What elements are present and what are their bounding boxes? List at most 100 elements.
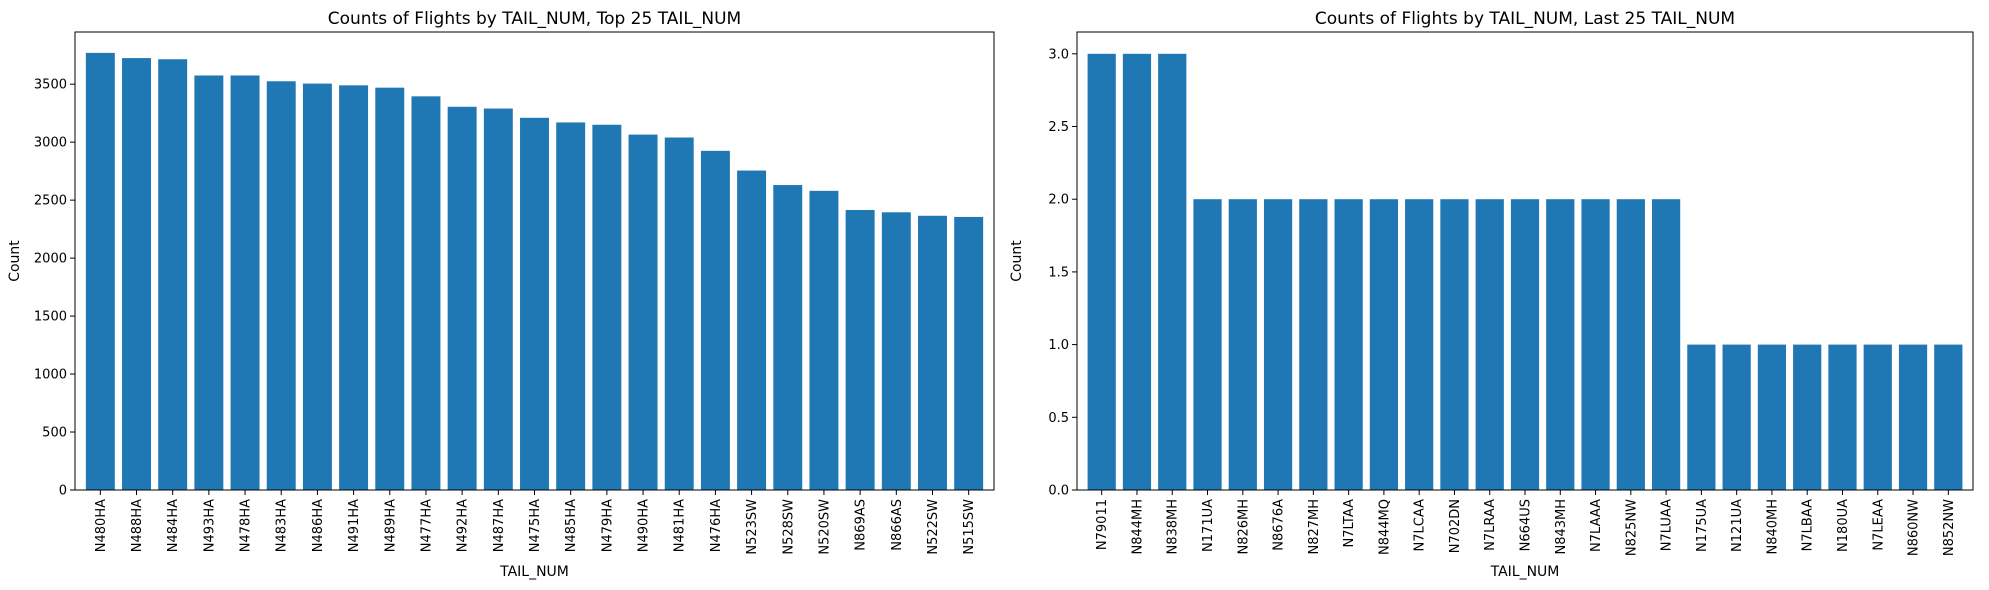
x-tick-label: N522SW (926, 499, 941, 555)
x-tick-label: N838MH (1166, 499, 1181, 555)
x-tick-label: N479HA (600, 499, 615, 552)
x-tick-label: N477HA (419, 499, 434, 552)
bar-N702DN (1440, 199, 1469, 490)
chart-top-25: 0 500 1000 1500 2000 2500 3000 3500 N480HA N488HA… (7, 9, 995, 580)
bar-N866AS (881, 212, 911, 490)
bar-N477HA (411, 96, 441, 490)
x-tick-label: N8676A (1272, 499, 1287, 551)
x-tick-label: N515SW (962, 499, 977, 555)
x-tick-label: N491HA (347, 499, 362, 552)
x-tick-label: N825NW (1624, 499, 1639, 556)
x-tick-label: N121UA (1730, 499, 1745, 552)
bar-N8676A (1263, 199, 1293, 490)
x-tick-label: N7LCAA (1413, 499, 1428, 552)
bar-N869AS (845, 209, 875, 490)
x-tick-label: N478HA (239, 499, 254, 552)
x-tick-label: N866AS (890, 499, 905, 551)
y-tick-label: 2000 (34, 252, 67, 267)
bar-N664US (1510, 199, 1540, 490)
x-tick-label: N481HA (673, 499, 688, 552)
bar-N121UA (1722, 344, 1751, 490)
x-tick-label: N79011 (1095, 499, 1110, 550)
bar-N844MH (1122, 53, 1152, 491)
y-tick-label: 2.0 (1048, 193, 1069, 208)
y-tick-label: 3000 (34, 136, 67, 151)
x-tick-label: N486HA (311, 499, 326, 552)
y-tick-label: 0 (59, 484, 67, 499)
y-tick-label: 1.0 (1048, 338, 1069, 353)
bar-N515SW (954, 216, 984, 490)
bar-N489HA (375, 87, 405, 490)
chart-title: Counts of Flights by TAIL_NUM, Top 25 TA… (328, 9, 741, 29)
x-tick-label: N171UA (1201, 499, 1216, 552)
y-tick-label: 500 (42, 426, 67, 441)
x-tick-label: N664US (1519, 499, 1534, 551)
x-tick-label: N7LAAA (1589, 499, 1604, 552)
x-tick-label: N844MQ (1377, 499, 1392, 555)
bar-N488HA (122, 58, 151, 490)
bar-N479HA (592, 124, 622, 490)
x-tick-label: N480HA (94, 499, 109, 552)
x-tick-label: N490HA (637, 499, 652, 552)
y-tick-label: 1.5 (1048, 265, 1069, 280)
bar-N480HA (85, 52, 115, 491)
x-tick-label: N827MH (1307, 499, 1322, 555)
x-tick-label: N843MH (1554, 499, 1569, 555)
x-tick-label: N475HA (528, 499, 543, 552)
bar-N528SW (773, 185, 803, 490)
x-tick-label: N476HA (709, 499, 724, 552)
x-tick-label: N180UA (1836, 499, 1851, 552)
x-tick-label: N175UA (1695, 499, 1710, 552)
bar-N175UA (1687, 344, 1716, 490)
x-tick-label: N7LBAA (1801, 499, 1816, 551)
bar-N7LCAA (1405, 199, 1434, 490)
bar-N492HA (447, 106, 477, 490)
x-tick-label: N485HA (564, 499, 579, 552)
x-tick-label: N860NW (1907, 499, 1922, 556)
x-tick-label: N844MH (1130, 499, 1145, 555)
y-tick-label: 0.0 (1048, 484, 1069, 499)
bar-N485HA (556, 122, 586, 491)
bar-N520SW (809, 190, 839, 490)
x-tick-label: N869AS (854, 499, 869, 551)
bar-N491HA (339, 85, 369, 491)
bar-N844MQ (1369, 199, 1399, 490)
bar-N7LTAA (1334, 199, 1363, 490)
bar-N487HA (483, 108, 513, 490)
bar-N7LRAA (1475, 199, 1504, 490)
y-tick-label: 1500 (34, 310, 67, 325)
bar-N860NW (1898, 344, 1928, 490)
bar-N522SW (918, 215, 947, 491)
bar-N490HA (628, 134, 658, 491)
bar-N180UA (1828, 344, 1857, 490)
bar-N826MH (1228, 199, 1257, 490)
y-tick-label: 2.5 (1048, 120, 1069, 135)
y-tick-label: 3500 (34, 78, 67, 93)
x-tick-label: N7LUAA (1660, 499, 1675, 551)
bar-N483HA (266, 81, 296, 491)
x-tick-label: N520SW (817, 499, 832, 555)
y-tick-label: 1000 (34, 368, 67, 383)
bar-N493HA (194, 75, 224, 490)
chart-title: Counts of Flights by TAIL_NUM, Last 25 T… (1315, 9, 1735, 29)
x-axis-label: TAIL_NUM (499, 564, 569, 580)
bar-N523SW (737, 170, 767, 490)
bar-N476HA (700, 150, 730, 491)
bar-N852NW (1934, 344, 1963, 490)
y-tick-label: 0.5 (1048, 411, 1069, 426)
bar-N825NW (1616, 199, 1645, 490)
y-tick-label: 3.0 (1048, 47, 1069, 62)
x-tick-label: N489HA (383, 499, 398, 552)
x-tick-label: N523SW (745, 499, 760, 555)
x-tick-label: N493HA (202, 499, 217, 552)
bar-N484HA (158, 59, 188, 490)
x-axis-label: TAIL_NUM (1490, 564, 1560, 580)
x-tick-label: N488HA (130, 499, 145, 552)
bar-N486HA (302, 83, 332, 490)
bar-N7LAAA (1581, 199, 1610, 490)
bar-N7LBAA (1793, 344, 1822, 490)
bar-N7LUAA (1651, 199, 1681, 490)
y-axis-label: Count (1009, 240, 1025, 282)
bar-N475HA (520, 117, 549, 491)
